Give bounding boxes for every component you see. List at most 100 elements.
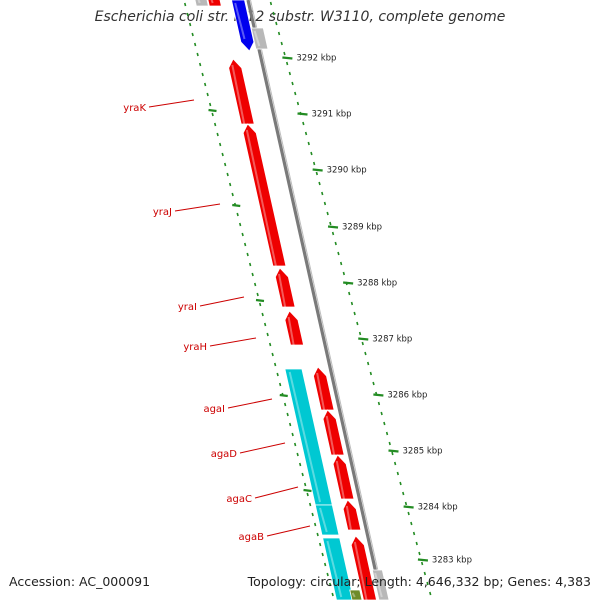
minor-tick <box>383 421 386 426</box>
gene-yraH[interactable] <box>284 310 305 349</box>
gene-top-blue-highlight <box>234 2 246 40</box>
minor-tick <box>358 331 362 336</box>
inner-tick <box>276 372 279 377</box>
gene-yraJ-shape[interactable] <box>242 123 287 267</box>
minor-tick <box>356 321 359 326</box>
inner-major-tick <box>208 108 217 113</box>
gene-labels: yraK yraJ yraI yraH agaI agaD agaC agaB <box>123 99 311 543</box>
gene-yraJ-highlight <box>245 129 278 270</box>
inner-tick <box>266 332 269 337</box>
minor-tick <box>407 511 410 516</box>
major-tick <box>343 281 354 285</box>
gene-label-yraJ: yraJ <box>153 207 172 218</box>
gene-bottom-gray[interactable] <box>371 569 390 600</box>
minor-tick <box>331 231 335 236</box>
minor-tick <box>307 141 310 146</box>
inner-tick <box>256 292 259 297</box>
inner-tick <box>208 102 212 107</box>
gene-agaA-shape[interactable] <box>350 535 377 600</box>
gene-top-red-highlight <box>210 0 214 4</box>
kbp-tick-label: 3284 kbp <box>418 503 458 513</box>
gene-top-gray-left-shape[interactable] <box>193 0 209 7</box>
gene-agaC[interactable] <box>332 454 355 503</box>
minor-tick <box>372 381 375 386</box>
gene-olive[interactable] <box>349 589 363 600</box>
gene-agaA[interactable] <box>350 535 377 600</box>
gene-top-red-shape[interactable] <box>206 0 222 7</box>
inner-tick <box>331 592 334 597</box>
minor-tick <box>369 371 373 376</box>
minor-tick <box>285 61 289 66</box>
inner-tick <box>293 442 297 447</box>
inner-tick <box>296 452 299 457</box>
gene-top-gray[interactable] <box>250 27 269 50</box>
gene-yraI[interactable] <box>274 267 296 311</box>
minor-tick <box>404 501 408 506</box>
gene-top-blue-shape[interactable] <box>231 0 255 52</box>
gene-agaB-shape[interactable] <box>342 499 362 531</box>
minor-tick <box>291 81 294 86</box>
gene-yraH-shape[interactable] <box>284 310 305 346</box>
gene-yraI-shape[interactable] <box>274 267 296 308</box>
gene-cyan-3[interactable] <box>322 537 354 600</box>
inner-tick <box>323 562 327 567</box>
inner-tick <box>213 122 217 127</box>
gene-top-blue[interactable] <box>231 0 255 52</box>
major-tick <box>417 558 429 562</box>
minor-tick <box>377 401 381 406</box>
minor-tick <box>380 411 383 416</box>
gene-agaC-highlight <box>335 460 346 503</box>
gene-top-red[interactable] <box>206 0 222 7</box>
major-tick <box>297 112 308 116</box>
minor-tick <box>420 561 424 566</box>
gene-top-gray-shape[interactable] <box>250 27 269 50</box>
kbp-tick-label: 3283 kbp <box>432 556 472 566</box>
inner-tick <box>243 242 247 247</box>
gene-yraK-shape[interactable] <box>228 58 255 125</box>
inner-tick <box>311 512 314 517</box>
inner-tick <box>188 22 192 27</box>
gene-agaD[interactable] <box>322 409 345 459</box>
inner-tick <box>196 52 199 57</box>
inner-tick <box>288 422 292 427</box>
minor-tick <box>269 1 273 6</box>
kbp-tick-label: 3286 kbp <box>387 391 427 401</box>
inner-tick <box>318 542 322 547</box>
major-tick <box>403 505 414 509</box>
inner-tick <box>326 572 329 577</box>
major-tick <box>312 168 323 172</box>
inner-tick <box>228 182 232 187</box>
gene-yraK[interactable] <box>228 58 255 128</box>
minor-tick <box>361 341 364 346</box>
minor-tick <box>393 461 397 466</box>
kbp-tick-label: 3288 kbp <box>357 279 397 289</box>
minor-tick <box>296 101 300 106</box>
gene-bottom-gray-shape[interactable] <box>371 569 390 600</box>
gene-yraK-highlight <box>231 64 246 128</box>
gene-cyan-2[interactable] <box>314 504 340 536</box>
minor-tick <box>366 361 370 366</box>
gene-features[interactable] <box>193 0 390 600</box>
gene-top-gray-left[interactable] <box>193 0 209 7</box>
gene-label-agaI: agaI <box>203 404 225 415</box>
accession-label: Accession: AC_000091 <box>9 574 151 589</box>
inner-tick <box>328 582 332 587</box>
gene-agaD-shape[interactable] <box>322 409 345 456</box>
kbp-tick-label: 3285 kbp <box>403 447 443 457</box>
gene-cyan-3-shape[interactable] <box>322 537 354 600</box>
major-tick <box>282 56 293 60</box>
gene-agaB[interactable] <box>342 499 362 534</box>
minor-tick <box>350 301 354 306</box>
gene-agaI[interactable] <box>313 366 335 414</box>
minor-tick <box>275 21 278 26</box>
gene-leader-line <box>209 337 257 347</box>
minor-tick <box>294 91 297 96</box>
gene-top-gray-left-highlight <box>197 0 201 4</box>
gene-agaC-shape[interactable] <box>332 454 355 500</box>
gene-agaI-shape[interactable] <box>313 366 335 411</box>
gene-cyan-2-shape[interactable] <box>314 504 340 536</box>
gene-olive-shape[interactable] <box>349 589 363 600</box>
inner-tick <box>226 172 229 177</box>
gene-yraJ[interactable] <box>242 123 287 270</box>
